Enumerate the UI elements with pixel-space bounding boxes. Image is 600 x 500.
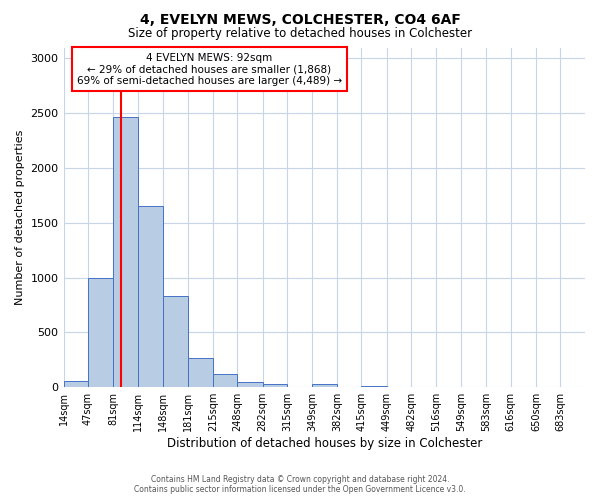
Bar xyxy=(113,116,138,387)
Text: Contains HM Land Registry data © Crown copyright and database right 2024.
Contai: Contains HM Land Registry data © Crown c… xyxy=(134,474,466,494)
Bar xyxy=(64,381,88,387)
X-axis label: Distribution of detached houses by size in Colchester: Distribution of detached houses by size … xyxy=(167,437,482,450)
Y-axis label: Number of detached properties: Number of detached properties xyxy=(15,130,25,305)
Text: 4 EVELYN MEWS: 92sqm
← 29% of detached houses are smaller (1,868)
69% of semi-de: 4 EVELYN MEWS: 92sqm ← 29% of detached h… xyxy=(77,52,342,86)
Bar xyxy=(188,358,213,387)
Bar xyxy=(263,384,287,387)
Bar xyxy=(361,386,386,387)
Bar xyxy=(213,374,238,387)
Bar xyxy=(88,278,113,387)
Text: 4, EVELYN MEWS, COLCHESTER, CO4 6AF: 4, EVELYN MEWS, COLCHESTER, CO4 6AF xyxy=(140,12,460,26)
Text: Size of property relative to detached houses in Colchester: Size of property relative to detached ho… xyxy=(128,28,472,40)
Bar xyxy=(313,384,337,387)
Bar xyxy=(163,296,188,387)
Bar xyxy=(138,206,163,387)
Bar xyxy=(238,382,263,387)
